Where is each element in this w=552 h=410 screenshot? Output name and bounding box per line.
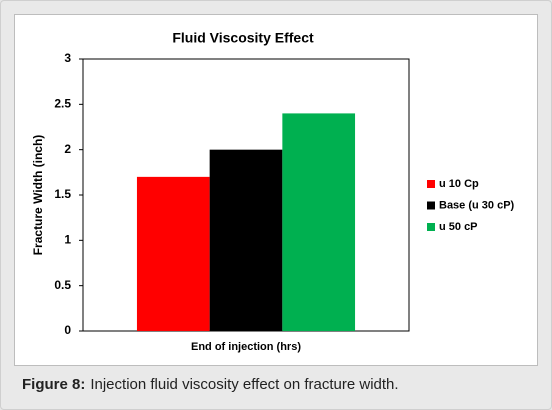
y-tick-label: 3 bbox=[64, 51, 71, 65]
caption-label: Figure 8: bbox=[22, 376, 86, 393]
y-tick-label: 1.5 bbox=[54, 187, 71, 201]
legend-label: u 10 Cp bbox=[439, 178, 479, 190]
bar bbox=[136, 176, 210, 331]
caption: Figure 8: Injection fluid viscosity effec… bbox=[22, 376, 399, 393]
chart-title: Fluid Viscosity Effect bbox=[172, 30, 314, 46]
legend-swatch bbox=[427, 223, 435, 231]
legend-swatch bbox=[427, 180, 435, 188]
bar bbox=[209, 149, 283, 331]
y-axis-label: Fracture Width (inch) bbox=[31, 135, 45, 256]
bar bbox=[282, 113, 356, 332]
caption-text: Injection fluid viscosity effect on frac… bbox=[90, 376, 399, 393]
legend-label: u 50 cP bbox=[439, 221, 478, 233]
y-tick-label: 2.5 bbox=[54, 97, 71, 111]
y-tick-label: 1 bbox=[64, 233, 71, 247]
legend-label: Base (u 30 cP) bbox=[439, 199, 515, 211]
y-tick-label: 0 bbox=[64, 323, 71, 337]
chart: Fluid Viscosity Effect Fracture Width (i… bbox=[14, 14, 538, 366]
legend-swatch bbox=[427, 201, 435, 210]
y-tick-label: 2 bbox=[64, 142, 71, 156]
y-tick-label: 0.5 bbox=[54, 278, 71, 292]
x-tick-label: End of injection (hrs) bbox=[191, 341, 301, 353]
